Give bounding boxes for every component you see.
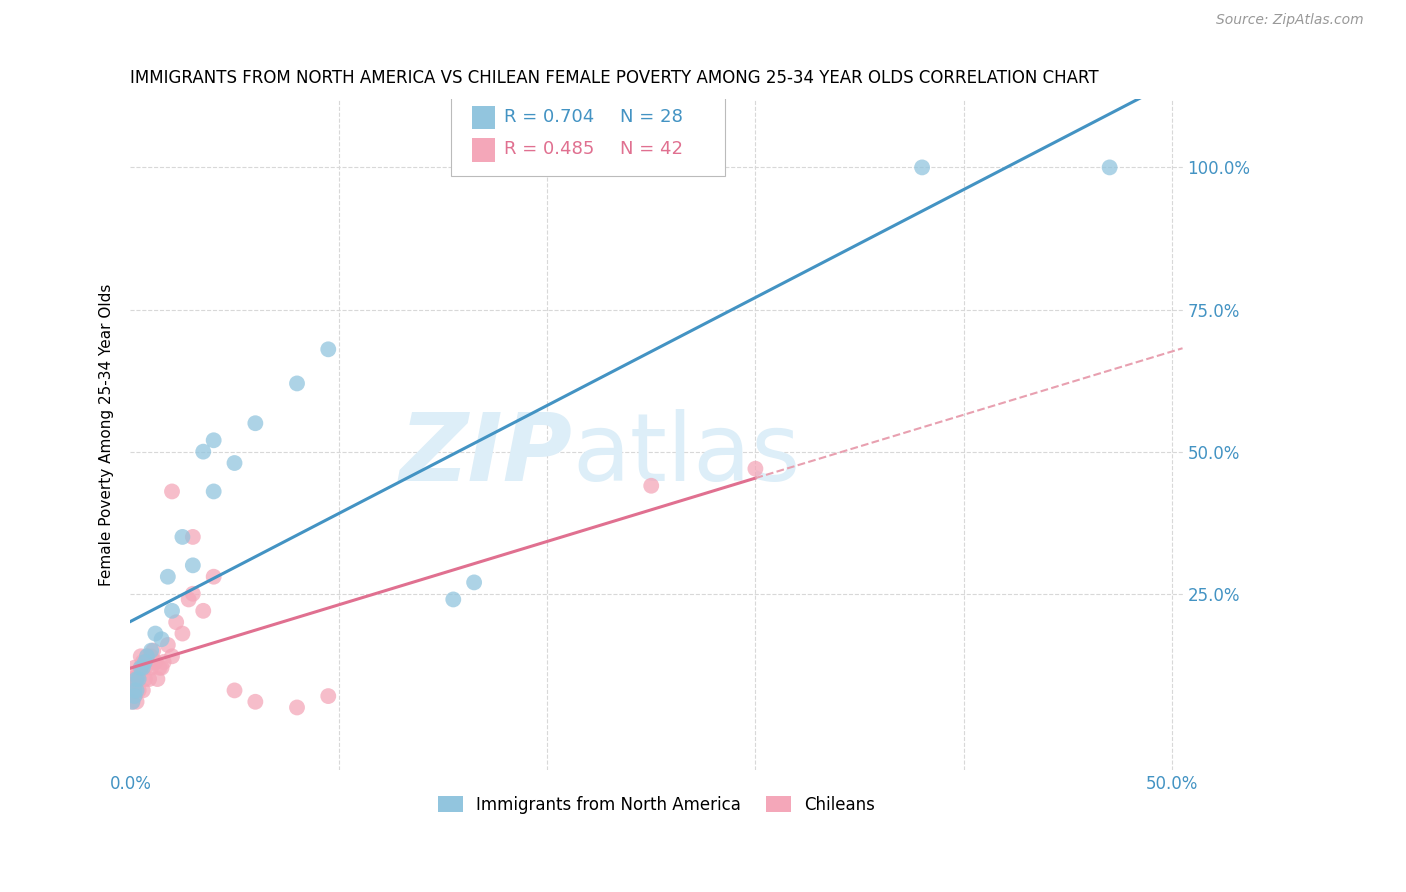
Point (202, 434, 225, 448)
Text: R = 0.485: R = 0.485 (503, 141, 595, 159)
FancyBboxPatch shape (472, 106, 495, 129)
Point (152, 655, 174, 669)
Point (129, 661, 152, 675)
Point (128, 683, 150, 698)
Point (125, 683, 148, 698)
Point (146, 672, 169, 686)
Point (463, 575, 485, 590)
Point (124, 661, 146, 675)
Point (285, 700, 308, 714)
Point (150, 661, 173, 675)
Point (128, 672, 150, 686)
Point (148, 661, 170, 675)
Point (224, 456, 246, 470)
Point (134, 672, 156, 686)
Point (316, 343, 339, 357)
Point (181, 558, 204, 573)
Point (202, 570, 225, 584)
FancyBboxPatch shape (472, 138, 495, 161)
Text: IMMIGRANTS FROM NORTH AMERICA VS CHILEAN FEMALE POVERTY AMONG 25-34 YEAR OLDS CO: IMMIGRANTS FROM NORTH AMERICA VS CHILEAN… (131, 69, 1099, 87)
Point (193, 444, 215, 458)
Point (202, 484, 225, 499)
Point (181, 587, 204, 601)
Point (136, 649, 159, 664)
Point (911, 161, 934, 175)
Point (121, 695, 143, 709)
Point (160, 484, 183, 499)
Point (441, 592, 464, 607)
Point (143, 626, 166, 640)
Text: R = 0.704: R = 0.704 (503, 108, 595, 127)
Point (136, 649, 159, 664)
Point (125, 672, 148, 686)
Point (124, 678, 146, 692)
Point (165, 615, 187, 630)
Point (245, 416, 267, 430)
Point (132, 661, 155, 675)
Point (141, 643, 163, 657)
Text: ZIP: ZIP (399, 409, 572, 500)
Point (141, 649, 163, 664)
Text: N = 42: N = 42 (620, 141, 682, 159)
Point (150, 632, 173, 647)
Point (132, 683, 155, 698)
Point (134, 655, 156, 669)
Text: Source: ZipAtlas.com: Source: ZipAtlas.com (1216, 13, 1364, 27)
Text: atlas: atlas (572, 409, 800, 500)
Point (172, 530, 194, 544)
Y-axis label: Female Poverty Among 25-34 Year Olds: Female Poverty Among 25-34 Year Olds (100, 284, 114, 586)
Point (193, 604, 215, 618)
Point (141, 661, 163, 675)
Point (316, 689, 339, 703)
Point (121, 695, 143, 709)
Point (129, 661, 152, 675)
Text: N = 28: N = 28 (620, 108, 682, 127)
Point (129, 649, 152, 664)
Point (156, 638, 179, 652)
Point (121, 683, 143, 698)
Point (121, 672, 143, 686)
Point (177, 592, 200, 607)
Point (640, 479, 662, 493)
Point (172, 626, 194, 640)
Point (285, 376, 308, 391)
Point (181, 530, 204, 544)
Legend: Immigrants from North America, Chileans: Immigrants from North America, Chileans (429, 788, 883, 822)
Point (744, 461, 766, 475)
Point (124, 689, 146, 703)
Point (143, 655, 166, 669)
Point (224, 683, 246, 698)
Point (1098, 161, 1121, 175)
Point (160, 649, 183, 664)
Point (128, 666, 150, 681)
Point (134, 661, 156, 675)
Point (138, 672, 160, 686)
Point (124, 683, 146, 698)
Point (245, 695, 267, 709)
Point (156, 570, 179, 584)
Point (124, 689, 146, 703)
Point (142, 643, 165, 657)
FancyBboxPatch shape (451, 93, 725, 177)
Point (125, 672, 148, 686)
Point (132, 655, 155, 669)
Point (125, 695, 148, 709)
Point (160, 604, 183, 618)
